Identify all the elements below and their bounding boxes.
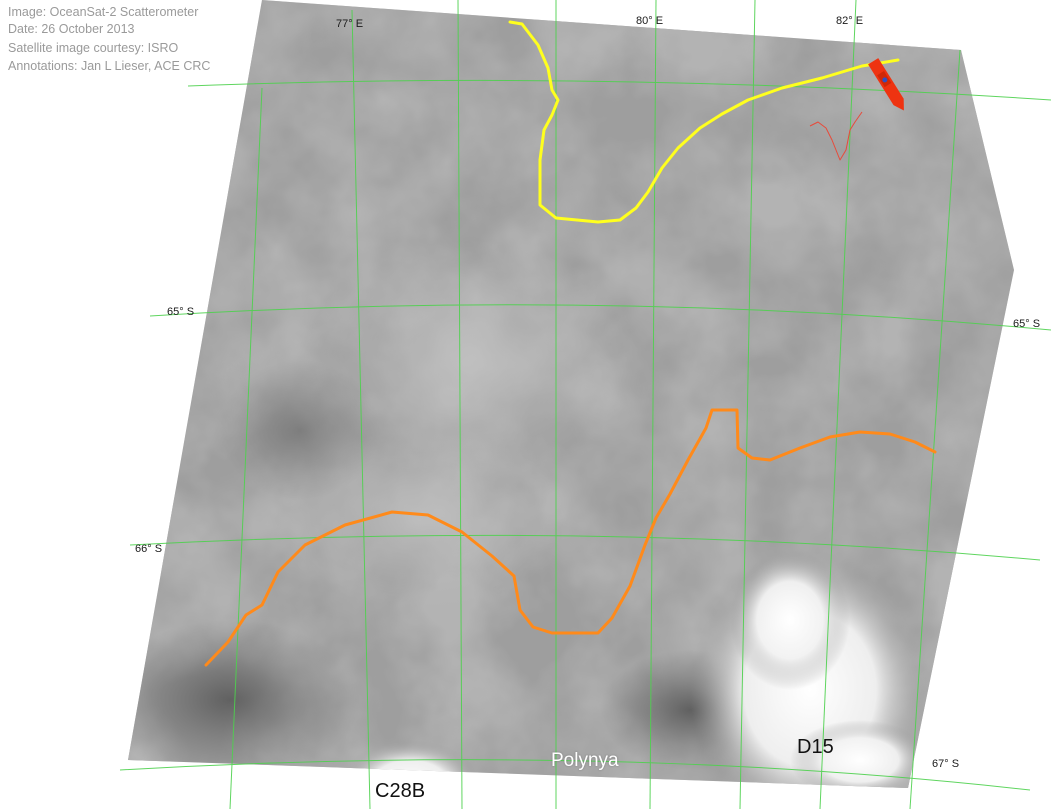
latitude-label-66s-left: 66° S (135, 543, 163, 555)
latitude-label-65s-right: 65° S (1013, 318, 1041, 330)
meridian-line (819, 0, 857, 809)
feature-label-c28b: C28B (375, 780, 426, 802)
credit-annotations: Annotations: Jan L Lieser, ACE CRC (8, 59, 211, 73)
parallel-line (129, 534, 1041, 561)
parallel-line (119, 759, 1031, 791)
graticule (119, 0, 1051, 809)
credit-image-source: Image: OceanSat-2 Scatterometer (8, 5, 199, 19)
feature-label-polynya: Polynya (551, 750, 619, 771)
meridian-line (351, 9, 371, 809)
credit-courtesy: Satellite image courtesy: ISRO (8, 41, 179, 55)
longitude-label-77e: 77° E (336, 18, 364, 30)
parallel-line (149, 304, 1051, 331)
ice-edge-south-line (204, 408, 937, 667)
meridian-line (649, 0, 657, 809)
feature-label-d15: D15 (797, 736, 834, 758)
ship-icon (868, 58, 904, 111)
longitude-label-80e: 80° E (636, 15, 664, 27)
meridian-line (909, 49, 961, 809)
ship-track-line (809, 111, 863, 161)
meridian-line (229, 87, 263, 809)
credit-date: Date: 26 October 2013 (8, 22, 135, 36)
latitude-label-65s-left: 65° S (167, 306, 195, 318)
ice-edge-north-line (508, 20, 900, 224)
meridian-line (739, 0, 756, 809)
latitude-label-67s-right: 67° S (932, 758, 960, 770)
meridian-line (457, 0, 463, 809)
parallel-line (187, 79, 1051, 101)
longitude-label-82e: 82° E (836, 15, 864, 27)
